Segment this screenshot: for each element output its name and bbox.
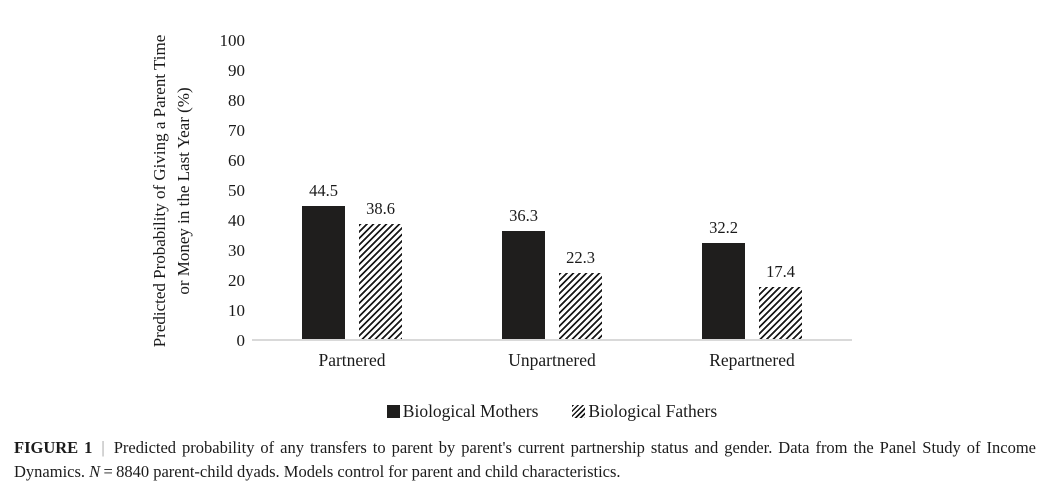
caption-text: Predicted probability of any transfers t…: [14, 438, 1037, 481]
bar-value-label: 17.4: [766, 262, 795, 282]
bar-group: 44.5 38.6 Partnered: [252, 41, 452, 370]
y-axis-title-line1: Predicted Probability of Giving a Parent…: [150, 34, 169, 348]
bar-with-label: 22.3: [559, 41, 602, 339]
y-tick-label: 40: [228, 211, 245, 230]
figure-number-label: FIGURE 1: [14, 438, 93, 457]
y-tick-label: 70: [228, 121, 245, 140]
hatched-bar: [759, 287, 802, 339]
bar-with-label: 17.4: [759, 41, 802, 339]
bar-value-label: 36.3: [509, 205, 538, 225]
bar-value-label: 44.5: [309, 181, 338, 201]
bar-with-label: 32.2: [702, 41, 745, 339]
y-tick-label: 30: [228, 241, 245, 260]
bar-value-label: 32.2: [709, 218, 738, 238]
bar-group: 36.3 22.3 Unpartnered: [452, 41, 652, 370]
y-tick-label: 100: [219, 31, 246, 50]
y-axis-tick-labels: 100 90 80 70 60 50 40 30 20 10 0: [195, 31, 246, 350]
bar-group: 32.2 17.4 Repartnered: [652, 41, 852, 370]
y-tick-label: 50: [228, 181, 245, 200]
n-symbol: N: [89, 461, 101, 481]
category-label: Partnered: [318, 350, 386, 370]
y-tick-label: 80: [228, 91, 245, 110]
y-tick-label: 0: [236, 331, 246, 350]
y-tick-label: 10: [228, 301, 245, 320]
solid-square-icon: [386, 405, 400, 418]
legend-label: Biological Fathers: [588, 401, 718, 421]
solid-bar: [502, 230, 545, 339]
hatched-bar: [559, 272, 602, 339]
bar-value-label: 22.3: [566, 247, 595, 267]
category-label: Unpartnered: [508, 350, 596, 370]
bar-with-label: 38.6: [359, 41, 402, 339]
figure-caption: FIGURE 1 | Predicted probability of any tr…: [14, 436, 1036, 483]
caption-text-after-n: = 8840 parent-child dyads. Models contro…: [100, 461, 621, 481]
hatched-bar: [359, 223, 402, 339]
chart-legend: Biological Mothers Biological Fathers: [252, 401, 852, 422]
bar-value-label: 38.6: [366, 198, 395, 218]
legend-item: Biological Mothers: [386, 401, 539, 422]
y-axis-title: Predicted Probability of Giving a Parent…: [148, 26, 196, 356]
legend-item: Biological Fathers: [572, 401, 717, 422]
solid-bar: [702, 243, 745, 339]
bar-with-label: 36.3: [502, 41, 545, 339]
y-tick-label: 90: [228, 61, 245, 80]
bar-chart-plot-area: 44.5 38.6 Partnered 36.3 22.3 Unpartnered 32.2…: [252, 41, 852, 370]
y-axis-title-line2: or Money in the Last Year (%): [174, 87, 193, 295]
y-tick-label: 20: [228, 271, 245, 290]
y-tick-label: 60: [228, 151, 245, 170]
caption-separator: |: [101, 438, 105, 457]
bar-with-label: 44.5: [302, 41, 345, 339]
legend-label: Biological Mothers: [402, 401, 539, 421]
category-label: Repartnered: [709, 350, 795, 370]
hatched-square-icon: [572, 405, 586, 418]
solid-bar: [302, 206, 345, 339]
